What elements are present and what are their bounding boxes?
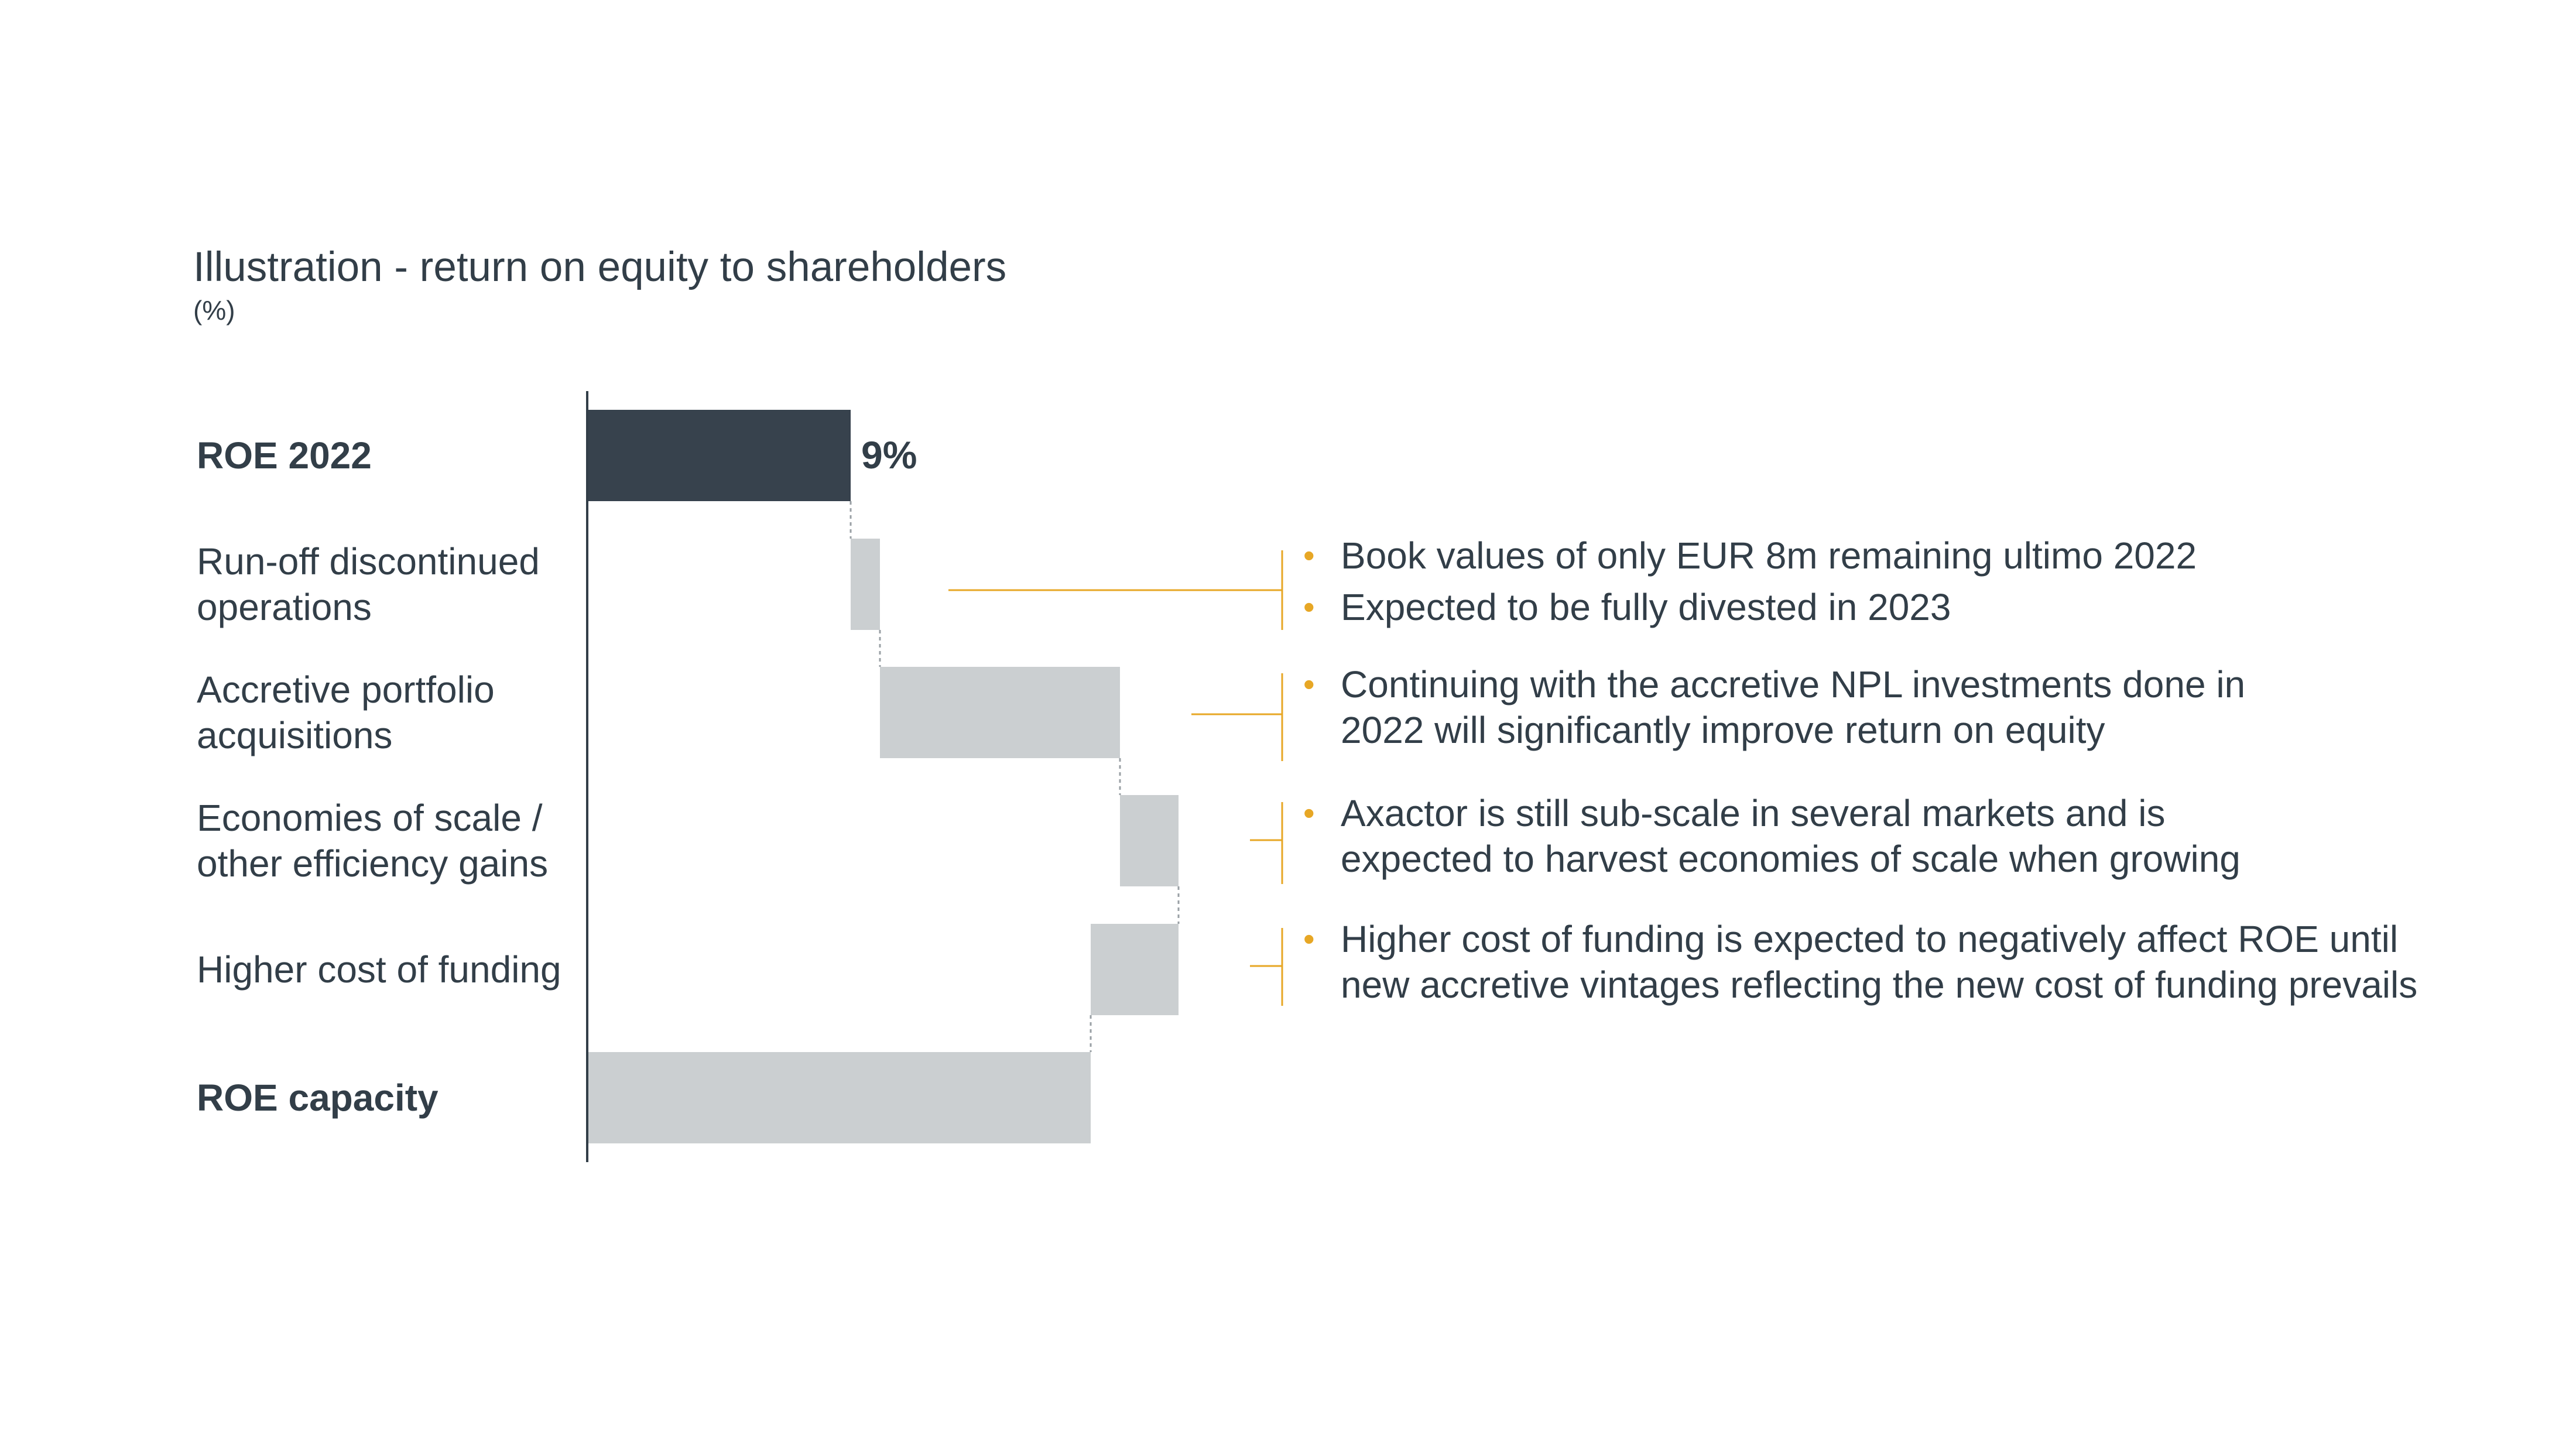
note-block: • Continuing with the accretive NPL inves…	[1303, 662, 2547, 753]
category-label: ROE capacity	[197, 1052, 583, 1143]
category-label-line: operations	[197, 586, 372, 628]
chart-unit-label: (%)	[193, 295, 235, 326]
note-block: • Higher cost of funding is expected to n…	[1303, 916, 2547, 1008]
note-bullet: • Higher cost of funding is expected to n…	[1303, 916, 2547, 1008]
note-bullet: • Continuing with the accretive NPL inves…	[1303, 662, 2547, 753]
waterfall-bar	[587, 410, 851, 501]
bar-value-label: 9%	[861, 433, 917, 477]
note-block: • Book values of only EUR 8m remaining ul…	[1303, 533, 2547, 630]
bullet-icon: •	[1303, 588, 1315, 625]
note-text-line: Book values of only EUR 8m remaining ult…	[1341, 535, 2197, 577]
note-bullet: • Book values of only EUR 8m remaining ul…	[1303, 533, 2547, 578]
note-text-line: Axactor is still sub-scale in several ma…	[1341, 792, 2166, 834]
bullet-icon: •	[1303, 920, 1315, 957]
category-label-line: Run-off discontinued	[197, 540, 540, 583]
category-label-line: Higher cost of funding	[197, 948, 561, 991]
note-text-line: Higher cost of funding is expected to ne…	[1341, 918, 2399, 960]
category-label-line: other efficiency gains	[197, 842, 549, 885]
note-text-line: new accretive vintages reflecting the ne…	[1341, 964, 2418, 1006]
waterfall-bar	[587, 1052, 1091, 1143]
note-text-line: Continuing with the accretive NPL invest…	[1341, 663, 2246, 705]
chart-title: Illustration - return on equity to share…	[193, 244, 1007, 290]
note-text-line: expected to harvest economies of scale w…	[1341, 838, 2241, 880]
category-label-line: ROE 2022	[197, 434, 372, 477]
category-label-line: ROE capacity	[197, 1077, 439, 1119]
waterfall-bar	[880, 667, 1120, 758]
note-block: • Axactor is still sub-scale in several m…	[1303, 790, 2547, 882]
category-label: Economies of scale / other efficiency gai…	[197, 795, 583, 886]
note-bullet: • Expected to be fully divested in 2023	[1303, 584, 2547, 630]
category-label: Higher cost of funding	[197, 924, 583, 1015]
note-text-line: 2022 will significantly improve return o…	[1341, 709, 2105, 751]
category-label: Accretive portfolio acquisitions	[197, 667, 583, 758]
bullet-icon: •	[1303, 794, 1315, 831]
note-text-line: Expected to be fully divested in 2023	[1341, 586, 1951, 628]
category-label-line: acquisitions	[197, 714, 393, 756]
bullet-icon: •	[1303, 666, 1315, 703]
category-label-line: Accretive portfolio	[197, 669, 495, 711]
bullet-icon: •	[1303, 537, 1315, 574]
category-label: ROE 2022	[197, 410, 583, 501]
category-label-line: Economies of scale /	[197, 797, 543, 839]
waterfall-bar	[851, 539, 880, 630]
waterfall-bar	[1091, 924, 1179, 1015]
note-bullet: • Axactor is still sub-scale in several m…	[1303, 790, 2547, 882]
waterfall-bar	[1120, 795, 1179, 886]
category-label: Run-off discontinued operations	[197, 539, 583, 630]
